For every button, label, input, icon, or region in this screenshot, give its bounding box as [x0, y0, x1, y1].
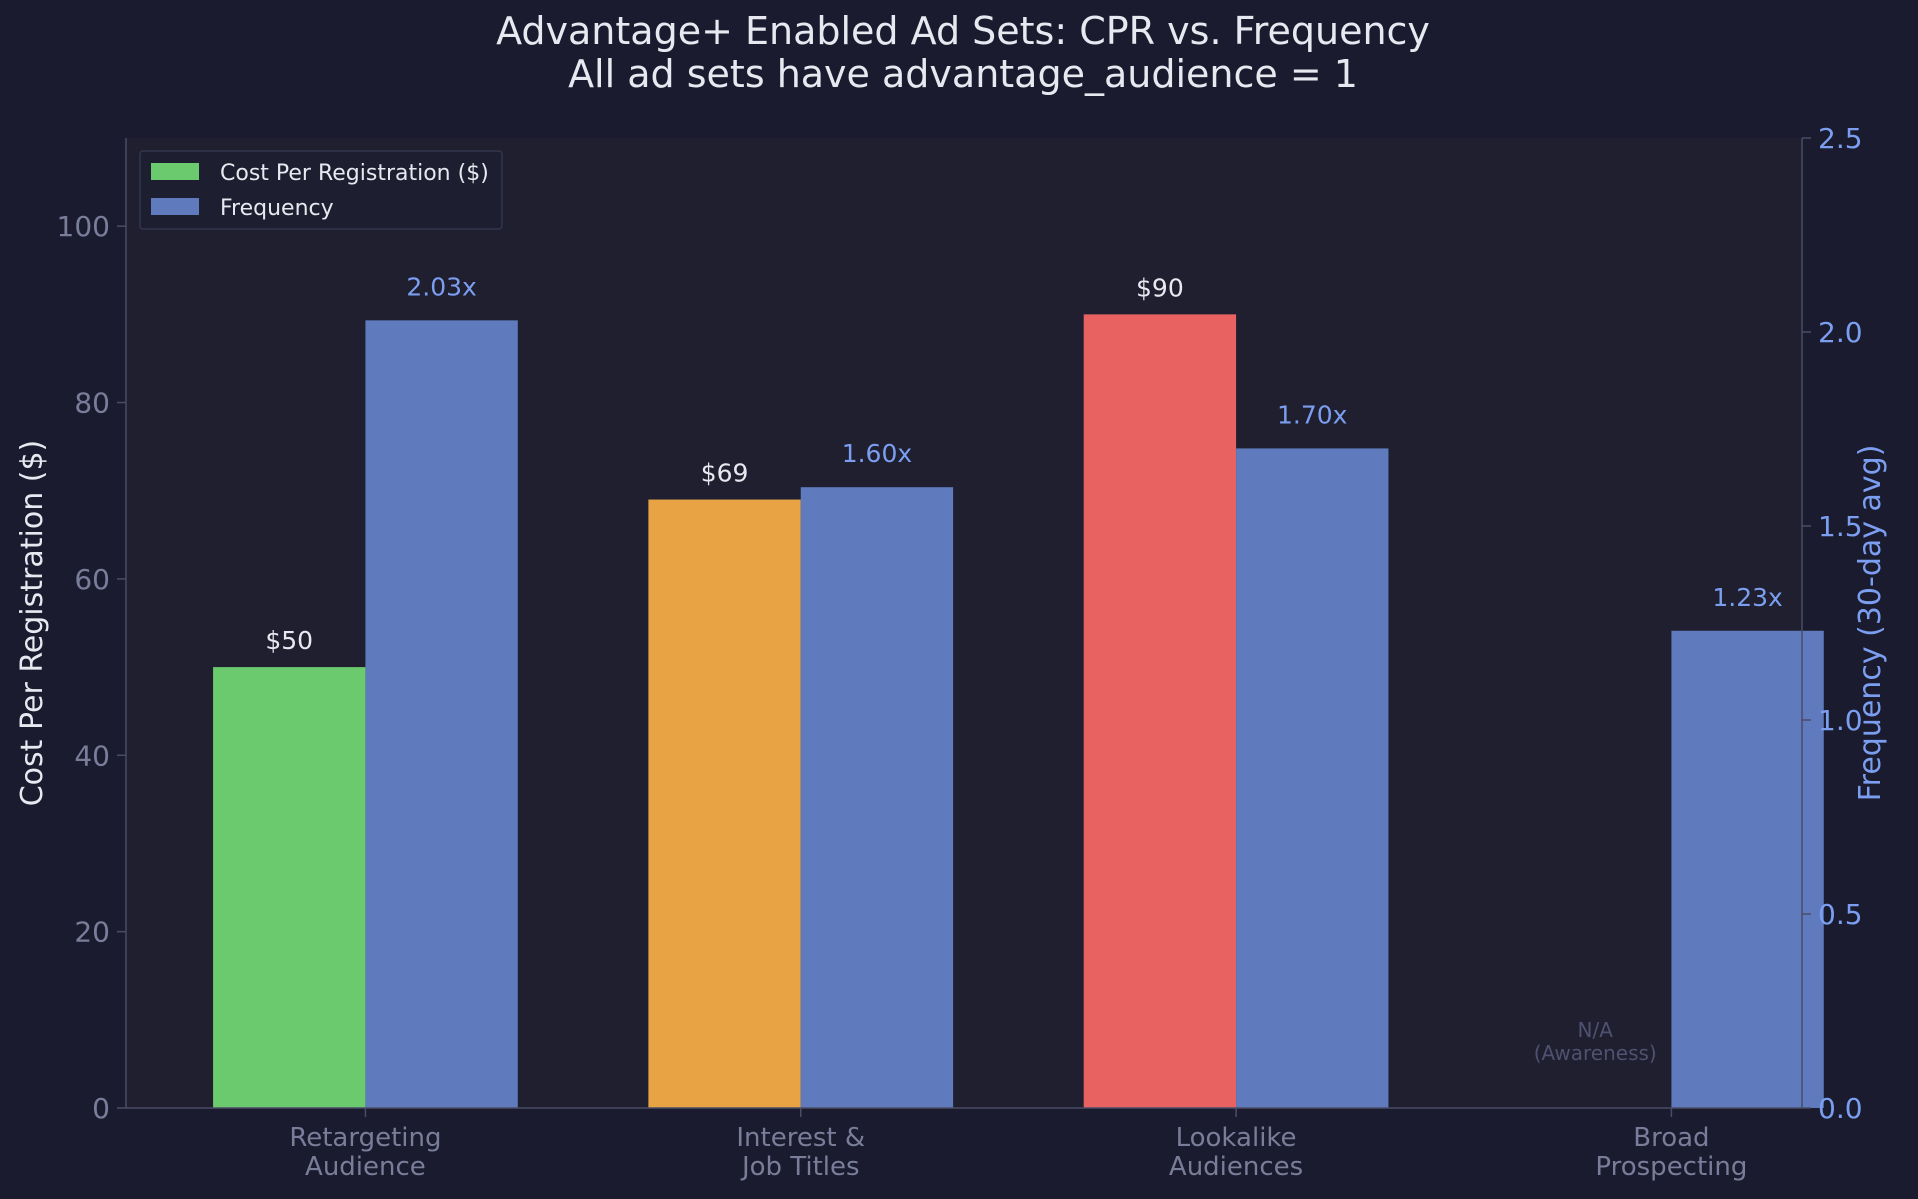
y-axis-label: Cost Per Registration ($) [15, 440, 50, 807]
left-tick-label-5: 100 [57, 210, 110, 243]
x-tick-label-0-1: Audience [305, 1152, 426, 1182]
bar-label-cpr-2: $90 [1136, 273, 1184, 302]
bar-frequency-1 [800, 487, 954, 1108]
right-tick-label-5: 2.5 [1818, 122, 1863, 155]
y2-axis-label: Frequency (30-day avg) [1853, 445, 1888, 802]
x-tick-label-1-0: Interest & [736, 1123, 865, 1153]
bar-label-frequency-0: 2.03x [406, 272, 476, 301]
left-tick-label-0: 0 [92, 1092, 110, 1125]
x-tick-label-3-1: Prospecting [1595, 1152, 1747, 1182]
x-tick-label-0-0: Retargeting [289, 1123, 441, 1153]
na-annotation-line-1: (Awareness) [1534, 1041, 1657, 1065]
left-tick-label-4: 80 [74, 387, 110, 420]
bar-label-cpr-0: $50 [265, 626, 313, 655]
bar-label-cpr-1: $69 [701, 459, 749, 488]
bar-label-frequency-1: 1.60x [842, 439, 912, 468]
chart-subtitle: All ad sets have advantage_audience = 1 [568, 52, 1358, 96]
left-tick-label-3: 60 [74, 563, 110, 596]
legend-swatch-frequency [151, 198, 199, 215]
bar-frequency-0 [365, 320, 518, 1108]
x-tick-label-3-0: Broad [1633, 1123, 1709, 1153]
right-tick-label-2: 1.0 [1818, 704, 1863, 737]
right-tick-label-0: 0.0 [1818, 1092, 1863, 1125]
legend-frame [139, 150, 503, 230]
na-annotation-line-0: N/A [1578, 1018, 1614, 1042]
bar-frequency-3 [1671, 630, 1824, 1108]
right-tick-label-4: 2.0 [1818, 316, 1863, 349]
right-tick-label-3: 1.5 [1818, 510, 1863, 543]
legend-label-frequency: Frequency [220, 196, 334, 221]
right-tick-label-1: 0.5 [1818, 898, 1863, 931]
x-tick-label-2-1: Audiences [1169, 1152, 1303, 1182]
left-axis-ticks: 0 20 40 60 80 100 [57, 210, 126, 1125]
bars-layer [213, 314, 1824, 1109]
bar-cpr-1 [648, 499, 801, 1109]
legend: Cost Per Registration ($) Frequency [139, 150, 503, 230]
bar-label-frequency-2: 1.70x [1277, 400, 1347, 429]
legend-label-cpr: Cost Per Registration ($) [220, 161, 489, 186]
bar-cpr-2 [1083, 314, 1237, 1108]
bar-label-frequency-3: 1.23x [1712, 583, 1782, 612]
bar-cpr-0 [213, 667, 366, 1108]
right-axis-ticks: 0.0 0.5 1.0 1.5 2.0 2.5 [1802, 122, 1863, 1125]
x-tick-label-2-0: Lookalike [1176, 1123, 1297, 1153]
x-tick-label-1-1: Job Titles [740, 1152, 860, 1182]
chart-title: Advantage+ Enabled Ad Sets: CPR vs. Freq… [496, 9, 1430, 53]
legend-swatch-cpr [151, 163, 199, 180]
left-tick-label-2: 40 [74, 739, 110, 772]
bar-labels-layer: $50 2.03x $69 1.60x $90 1.70x 1.23x N/A(Awarene… [265, 272, 1782, 1065]
left-tick-label-1: 20 [74, 916, 110, 949]
bar-frequency-2 [1236, 448, 1389, 1108]
